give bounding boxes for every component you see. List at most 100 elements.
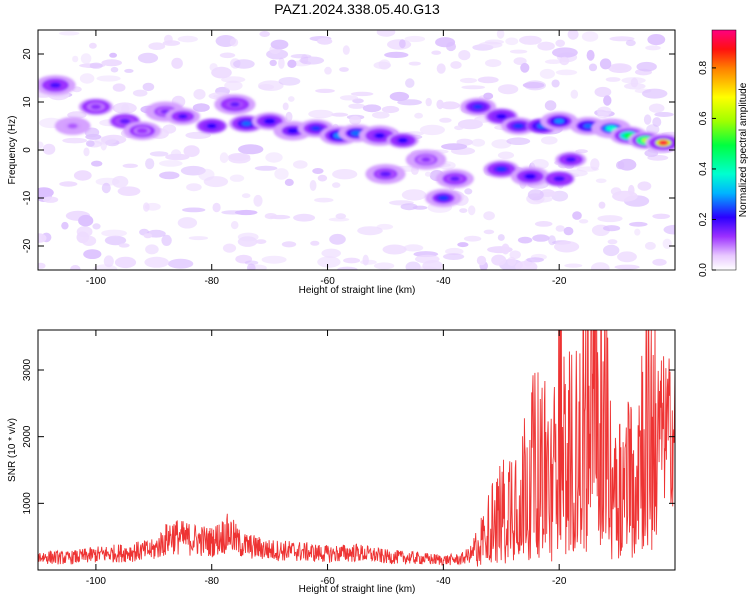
noise-blob — [148, 42, 166, 50]
noise-blob — [405, 78, 415, 88]
spectral-feature-9 — [241, 121, 252, 126]
noise-blob — [425, 97, 432, 107]
noise-blob — [404, 35, 426, 43]
noise-blob — [182, 207, 206, 213]
noise-blob — [85, 140, 95, 147]
noise-blob — [332, 182, 341, 188]
noise-blob — [603, 95, 612, 106]
noise-blob — [414, 112, 423, 119]
snr-series-line — [38, 330, 675, 567]
noise-blob — [654, 112, 674, 117]
y-tick-label: 0 — [22, 147, 33, 153]
noise-blob — [515, 260, 538, 270]
colorbar-tick-label: 0.2 — [698, 212, 709, 226]
noise-blob — [509, 49, 528, 54]
noise-blob — [104, 235, 127, 246]
noise-blob — [497, 151, 515, 159]
noise-blob — [237, 232, 259, 242]
noise-blob — [552, 47, 578, 58]
noise-blob — [122, 163, 138, 168]
noise-blob — [265, 152, 283, 163]
noise-blob — [94, 136, 117, 145]
noise-blob — [229, 38, 239, 47]
spectral-feature-21 — [473, 104, 483, 110]
noise-blob — [309, 180, 317, 191]
noise-blob — [531, 159, 549, 170]
spectral-feature-15 — [374, 133, 385, 139]
noise-blob — [198, 168, 215, 181]
noise-blob — [337, 266, 358, 270]
noise-blob — [308, 109, 334, 119]
noise-blob — [253, 194, 263, 207]
noise-blob — [59, 181, 78, 187]
noise-blob — [76, 226, 93, 238]
noise-blob — [652, 258, 667, 266]
spectral-feature-1 — [67, 123, 78, 129]
noise-blob — [349, 115, 362, 125]
noise-blob — [85, 133, 102, 140]
noise-blob — [570, 89, 579, 99]
noise-blob — [483, 211, 495, 221]
noise-blob — [609, 36, 635, 42]
noise-blob — [616, 161, 625, 170]
spectrogram-features — [38, 75, 675, 208]
noise-blob — [663, 224, 675, 235]
noise-blob — [637, 181, 652, 191]
noise-blob — [81, 235, 97, 246]
snr-frame — [37, 329, 676, 571]
noise-blob — [332, 169, 358, 180]
noise-blob — [143, 233, 153, 239]
noise-blob — [183, 145, 200, 158]
noise-blob — [435, 37, 456, 48]
noise-blob — [247, 263, 256, 270]
noise-blob — [144, 256, 169, 268]
noise-blob — [117, 186, 141, 196]
y-tick-label: 20 — [22, 48, 33, 60]
noise-blob — [491, 139, 512, 149]
noise-blob — [634, 228, 641, 236]
noise-blob — [149, 151, 169, 157]
noise-blob — [372, 111, 390, 119]
noise-blob — [471, 138, 486, 147]
noise-blob — [526, 257, 544, 263]
noise-blob — [630, 77, 639, 88]
noise-blob — [464, 188, 473, 195]
noise-blob — [314, 197, 334, 203]
x-tick-label: -60 — [320, 576, 335, 587]
noise-blob — [339, 95, 359, 101]
noise-blob — [591, 262, 610, 270]
spectral-feature-31 — [496, 166, 507, 172]
noise-blob — [555, 225, 565, 232]
noise-blob — [595, 178, 607, 184]
spectral-feature-23 — [513, 123, 524, 129]
noise-blob — [532, 234, 550, 242]
noise-blob — [343, 257, 361, 264]
noise-blob — [397, 99, 422, 106]
noise-blob — [238, 144, 264, 155]
noise-blob — [287, 59, 297, 68]
noise-blob — [255, 239, 267, 245]
noise-blob — [457, 242, 469, 248]
colorbar-ticks: 0.0 0.2 0.4 0.6 0.8 — [698, 61, 716, 277]
noise-blob — [431, 50, 442, 55]
noise-blob — [83, 249, 102, 259]
noise-blob — [317, 256, 341, 268]
noise-blob — [539, 68, 556, 79]
noise-blob — [483, 92, 494, 100]
snr-y-ticks: 1000 2000 3000 — [22, 358, 675, 514]
noise-blob — [554, 240, 580, 253]
spectral-feature-11 — [287, 128, 299, 134]
noise-blob — [544, 59, 562, 64]
noise-blob — [171, 57, 183, 69]
noise-blob — [373, 61, 392, 70]
noise-blob — [598, 201, 606, 209]
colorbar: 0.0 0.2 0.4 0.6 0.8 Normalized spectral ampl… — [698, 29, 749, 277]
noise-blob — [92, 223, 101, 230]
snr-x-axis-label: Height of straight line (km) — [299, 584, 416, 595]
noise-blob — [101, 182, 111, 194]
noise-blob — [269, 59, 277, 67]
snr-x-ticks: -100 -80 -60 -40 -20 — [86, 330, 567, 587]
noise-blob — [373, 262, 395, 270]
noise-blob — [278, 57, 285, 69]
noise-blob — [317, 174, 328, 182]
